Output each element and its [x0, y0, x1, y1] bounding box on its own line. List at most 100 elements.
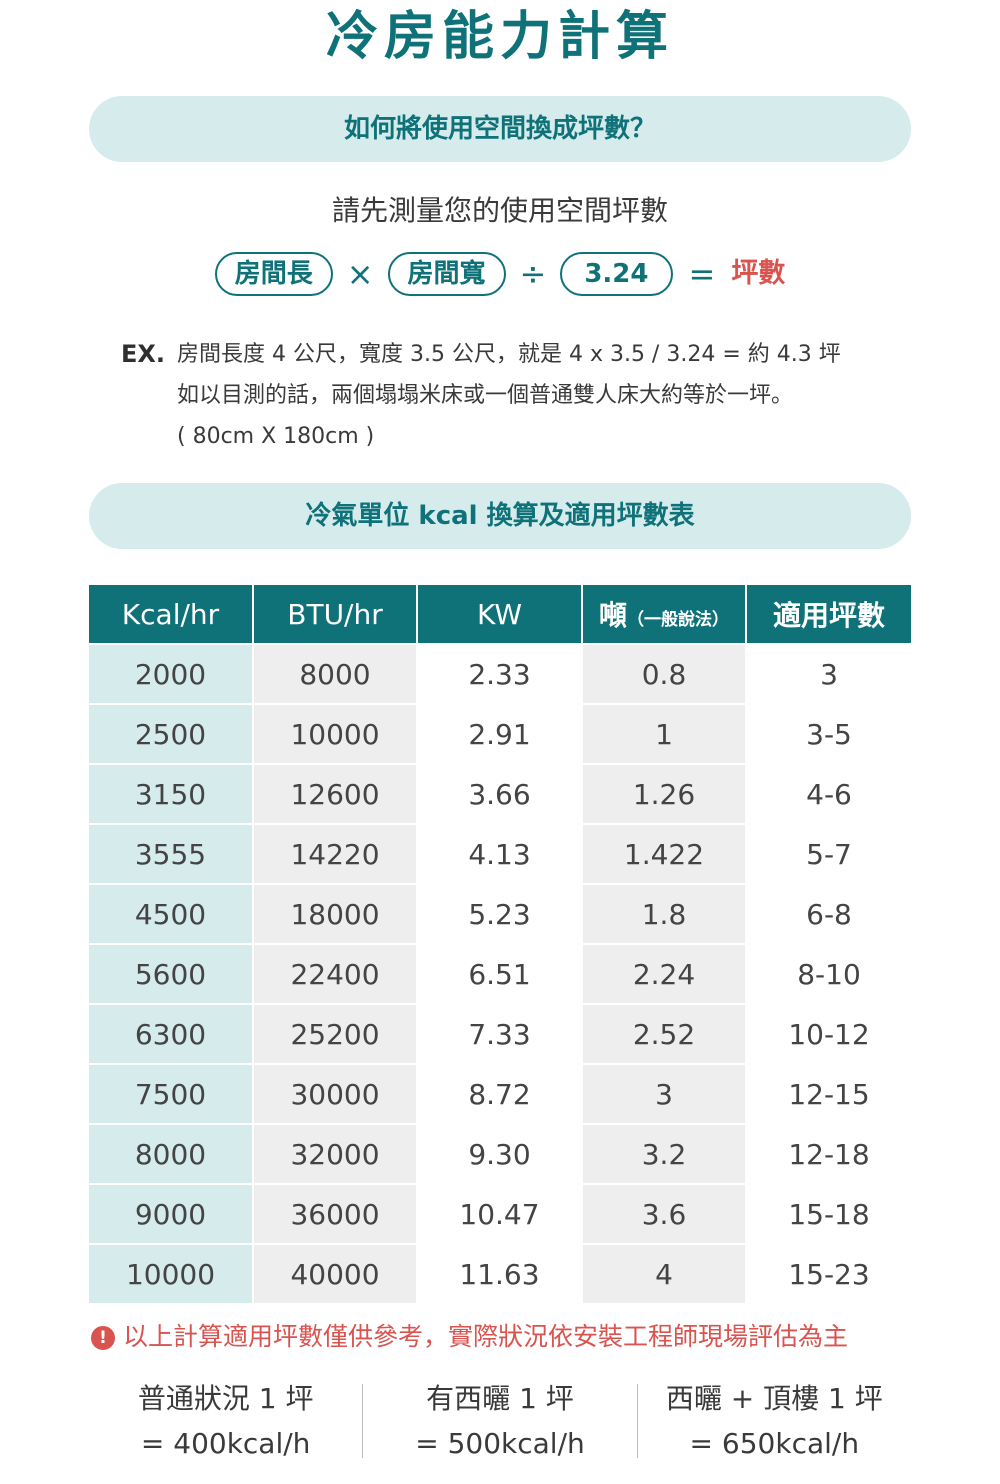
- footer-line: 有西曬 1 坪: [426, 1382, 574, 1415]
- kcal-cell: 9000: [89, 1183, 253, 1244]
- footer-line: = 400kcal/h: [140, 1427, 311, 1460]
- formula-constant-pill: 3.24: [560, 252, 673, 296]
- footer-summary: 普通狀況 1 坪 = 400kcal/h 有西曬 1 坪 = 500kcal/h…: [89, 1376, 911, 1466]
- footer-line: 普通狀況 1 坪: [137, 1382, 314, 1415]
- example-line: 房間長度 4 公尺，寬度 3.5 公尺，就是 4 x 3.5 / 3.24 = …: [177, 342, 841, 367]
- intro-text: 請先測量您的使用空間坪數: [331, 194, 668, 227]
- ping-cell: 8-10: [745, 943, 911, 1004]
- kw-cell: 5.23: [416, 883, 582, 944]
- table-row: 9000 36000 10.47 3.6 15-18: [89, 1183, 911, 1244]
- btu-cell: 10000: [252, 703, 417, 764]
- footer-line: = 500kcal/h: [415, 1427, 585, 1460]
- formula: 房間長 × 房間寬 ÷ 3.24 = 坪數: [0, 252, 1000, 296]
- footer-line: 西曬 + 頂樓 1 坪: [665, 1382, 883, 1415]
- page-title: 冷房能力計算: [325, 7, 674, 67]
- table-row: 2500 10000 2.91 1 3-5: [89, 703, 911, 764]
- ton-cell: 1.26: [581, 763, 746, 824]
- section-header-space-conversion: 如何將使用空間換成坪數？: [89, 96, 911, 162]
- kw-cell: 4.13: [416, 823, 582, 884]
- btu-cell: 32000: [252, 1123, 417, 1184]
- column-header-kw: KW: [416, 585, 582, 644]
- column-header-ping: 適用坪數: [745, 585, 911, 644]
- ton-cell: 1.422: [581, 823, 746, 884]
- kw-cell: 9.30: [416, 1123, 582, 1184]
- kcal-cell: 3150: [89, 763, 253, 824]
- kcal-cell: 7500: [89, 1063, 253, 1124]
- formula-width-pill: 房間寬: [387, 252, 506, 296]
- disclaimer-notice: ! 以上計算適用坪數僅供參考，實際狀況依安裝工程師現場評估為主: [91, 1317, 921, 1357]
- btu-cell: 22400: [252, 943, 417, 1004]
- kcal-cell: 8000: [89, 1123, 253, 1184]
- ping-cell: 10-12: [745, 1003, 911, 1064]
- btu-cell: 12600: [252, 763, 417, 824]
- btu-cell: 14220: [252, 823, 417, 884]
- kw-cell: 2.33: [416, 643, 582, 704]
- kcal-cell: 10000: [89, 1243, 253, 1303]
- section-header-kcal-table: 冷氣單位 kcal 換算及適用坪數表: [89, 483, 911, 549]
- ton-cell: 3.6: [581, 1183, 746, 1244]
- kw-cell: 8.72: [416, 1063, 582, 1124]
- kcal-cell: 4500: [89, 883, 253, 944]
- table-row: 6300 25200 7.33 2.52 10-12: [89, 1003, 911, 1064]
- ping-cell: 4-6: [745, 763, 911, 824]
- ping-cell: 5-7: [745, 823, 911, 884]
- ping-cell: 3-5: [745, 703, 911, 764]
- ping-cell: 12-18: [745, 1123, 911, 1184]
- table-row: 5600 22400 6.51 2.24 8-10: [89, 943, 911, 1004]
- btu-cell: 25200: [252, 1003, 417, 1064]
- example-line: ( 80cm X 180cm ): [177, 424, 375, 449]
- footer-divider: [636, 1384, 638, 1458]
- footer-normal: 普通狀況 1 坪 = 400kcal/h: [89, 1376, 362, 1466]
- ping-cell: 12-15: [745, 1063, 911, 1124]
- ton-cell: 0.8: [581, 643, 746, 704]
- column-header-btu: BTU/hr: [252, 585, 417, 644]
- times-icon: ×: [346, 255, 374, 293]
- ton-cell: 3.2: [581, 1123, 746, 1184]
- footer-west-sun-top-floor: 西曬 + 頂樓 1 坪 = 650kcal/h: [638, 1376, 911, 1466]
- example-line: 如以目測的話，兩個塌塌米床或一個普通雙人床大約等於一坪。: [177, 383, 794, 408]
- table-row: 8000 32000 9.30 3.2 12-18: [89, 1123, 911, 1184]
- column-header-ton: 噸（一般說法）: [581, 585, 746, 644]
- exclamation-icon: !: [91, 1326, 115, 1350]
- formula-result: 坪數: [731, 258, 786, 289]
- kw-cell: 2.91: [416, 703, 582, 764]
- kw-cell: 7.33: [416, 1003, 582, 1064]
- kcal-cell: 2000: [89, 643, 253, 704]
- btu-cell: 8000: [252, 643, 417, 704]
- ton-cell: 3: [581, 1063, 746, 1124]
- table-row: 2000 8000 2.33 0.8 3: [89, 643, 911, 704]
- table-row: 10000 40000 11.63 4 15-23: [89, 1243, 911, 1303]
- footer-west-sun: 有西曬 1 坪 = 500kcal/h: [363, 1376, 636, 1466]
- btu-cell: 30000: [252, 1063, 417, 1124]
- table-row: 7500 30000 8.72 3 12-15: [89, 1063, 911, 1124]
- ping-cell: 15-18: [745, 1183, 911, 1244]
- footer-divider: [362, 1384, 364, 1458]
- divide-icon: ÷: [519, 255, 547, 293]
- btu-cell: 36000: [252, 1183, 417, 1244]
- kcal-cell: 6300: [89, 1003, 253, 1064]
- kw-cell: 6.51: [416, 943, 582, 1004]
- kw-cell: 10.47: [416, 1183, 582, 1244]
- kcal-cell: 2500: [89, 703, 253, 764]
- ton-cell: 4: [581, 1243, 746, 1303]
- ton-cell: 2.24: [581, 943, 746, 1004]
- btu-cell: 40000: [252, 1243, 417, 1303]
- ton-label: 噸: [598, 599, 627, 632]
- table-row: 3150 12600 3.66 1.26 4-6: [89, 763, 911, 824]
- ping-cell: 6-8: [745, 883, 911, 944]
- equals-icon: =: [688, 255, 716, 293]
- table-row: 4500 18000 5.23 1.8 6-8: [89, 883, 911, 944]
- formula-length-pill: 房間長: [214, 252, 333, 296]
- ping-cell: 15-23: [745, 1243, 911, 1303]
- kw-cell: 3.66: [416, 763, 582, 824]
- ton-note: （一般說法）: [627, 610, 729, 630]
- table-header-row: Kcal/hr BTU/hr KW 噸（一般說法） 適用坪數: [89, 585, 911, 644]
- ping-cell: 3: [745, 643, 911, 704]
- example-label: EX.: [121, 340, 166, 368]
- btu-cell: 18000: [252, 883, 417, 944]
- footer-line: = 650kcal/h: [689, 1427, 860, 1460]
- ton-cell: 1.8: [581, 883, 746, 944]
- kw-cell: 11.63: [416, 1243, 582, 1303]
- kcal-conversion-table: Kcal/hr BTU/hr KW 噸（一般說法） 適用坪數 2000 8000 2…: [89, 585, 911, 1303]
- kcal-cell: 5600: [89, 943, 253, 1004]
